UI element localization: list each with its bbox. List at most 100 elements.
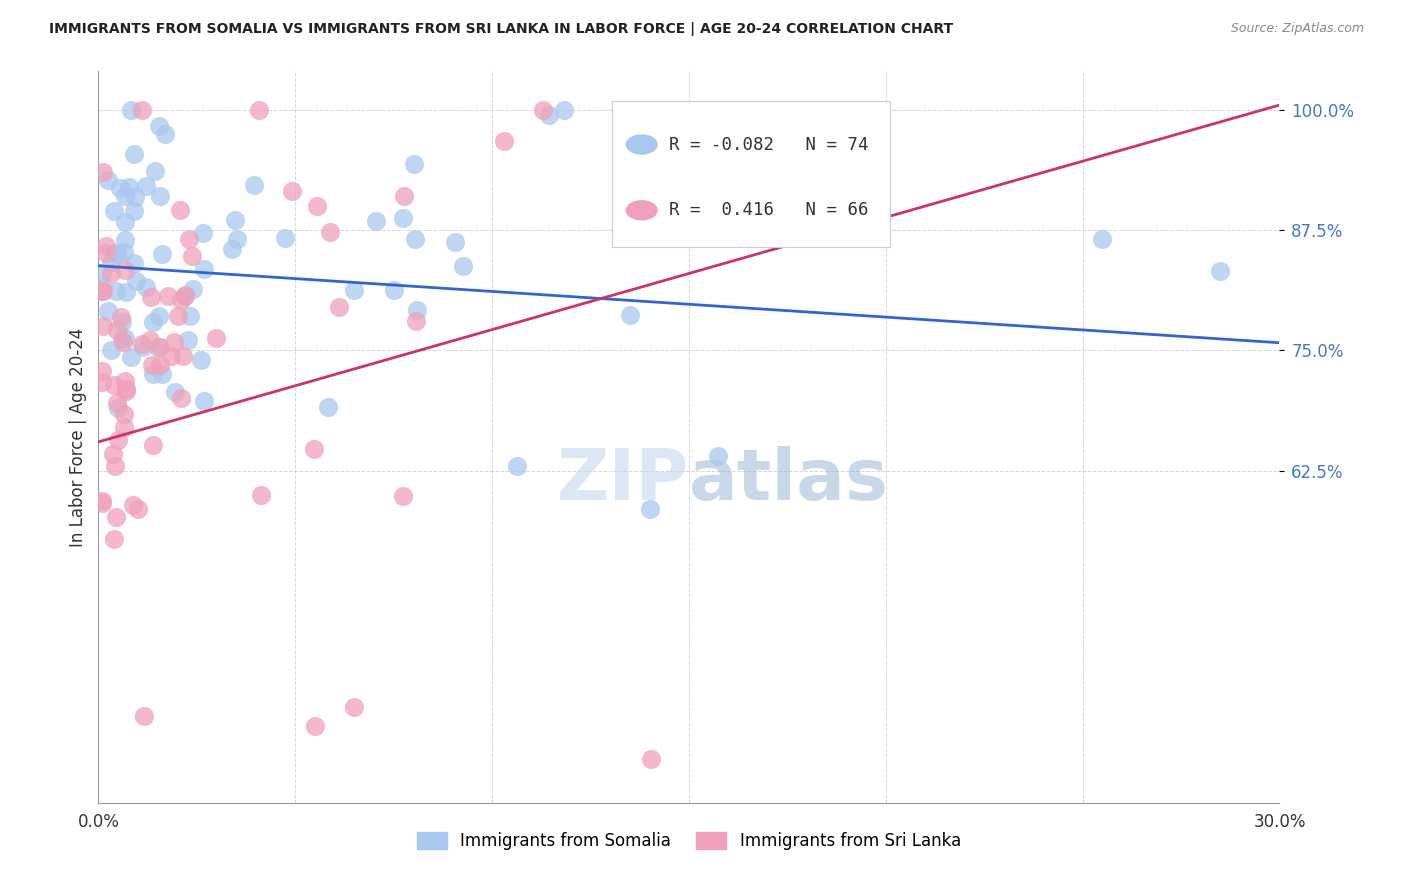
Point bbox=[122, 146, 145, 161]
Point bbox=[91, 284, 114, 298]
Point bbox=[104, 245, 127, 260]
Legend: Immigrants from Somalia, Immigrants from Sri Lanka: Immigrants from Somalia, Immigrants from… bbox=[411, 825, 967, 856]
Point bbox=[114, 189, 136, 203]
Point bbox=[120, 351, 142, 365]
Point bbox=[91, 494, 114, 508]
Point bbox=[94, 246, 117, 260]
Point bbox=[655, 152, 678, 166]
Point bbox=[316, 400, 339, 414]
Point bbox=[179, 232, 201, 246]
Point bbox=[243, 178, 266, 192]
Point bbox=[538, 108, 561, 122]
Point bbox=[392, 211, 415, 225]
Point bbox=[115, 384, 138, 398]
Point bbox=[191, 227, 214, 241]
Point bbox=[91, 266, 114, 280]
Point bbox=[343, 283, 366, 297]
Point bbox=[131, 337, 153, 351]
Point bbox=[132, 708, 155, 723]
Point bbox=[96, 304, 118, 318]
Point bbox=[139, 290, 162, 304]
Point bbox=[142, 367, 165, 381]
Point bbox=[97, 173, 120, 187]
Point bbox=[366, 214, 388, 228]
Point bbox=[114, 263, 136, 277]
Point bbox=[100, 255, 122, 269]
FancyBboxPatch shape bbox=[612, 101, 890, 247]
Point bbox=[111, 315, 134, 329]
Point bbox=[382, 284, 405, 298]
Point bbox=[103, 378, 125, 392]
Point bbox=[169, 293, 191, 308]
Point bbox=[304, 719, 326, 733]
Point bbox=[170, 391, 193, 405]
Point bbox=[148, 119, 170, 133]
Point bbox=[328, 301, 350, 315]
Point bbox=[706, 450, 728, 464]
Point bbox=[169, 203, 191, 218]
Point bbox=[114, 233, 136, 247]
Point bbox=[402, 157, 425, 171]
Point bbox=[392, 189, 415, 203]
Point bbox=[249, 103, 271, 117]
Point bbox=[114, 285, 136, 300]
Point bbox=[177, 333, 200, 347]
Point bbox=[166, 309, 188, 323]
Point bbox=[179, 310, 201, 324]
Point bbox=[115, 382, 138, 396]
Y-axis label: In Labor Force | Age 20-24: In Labor Force | Age 20-24 bbox=[69, 327, 87, 547]
Point bbox=[181, 282, 204, 296]
Point bbox=[302, 442, 325, 456]
Point bbox=[172, 350, 194, 364]
Point bbox=[343, 699, 366, 714]
Point bbox=[103, 203, 125, 218]
Point bbox=[110, 310, 132, 325]
Point bbox=[134, 179, 156, 194]
Point bbox=[165, 384, 187, 399]
Point bbox=[114, 374, 136, 388]
Point bbox=[149, 340, 172, 354]
Point bbox=[221, 242, 243, 256]
Point bbox=[173, 288, 195, 302]
Point bbox=[127, 501, 149, 516]
Point bbox=[1091, 232, 1114, 246]
Text: ZIP: ZIP bbox=[557, 447, 689, 516]
Point bbox=[100, 343, 122, 358]
Point bbox=[114, 215, 136, 229]
Point bbox=[553, 103, 575, 117]
Text: R = -0.082   N = 74: R = -0.082 N = 74 bbox=[669, 136, 869, 153]
Point bbox=[281, 184, 304, 198]
Point bbox=[619, 149, 641, 163]
Point bbox=[111, 332, 134, 346]
Circle shape bbox=[626, 135, 657, 154]
Point bbox=[226, 232, 249, 246]
Point bbox=[91, 375, 114, 389]
Point bbox=[114, 420, 136, 434]
Point bbox=[619, 308, 641, 322]
Point bbox=[104, 458, 127, 473]
Point bbox=[104, 509, 127, 524]
Point bbox=[143, 163, 166, 178]
Point bbox=[120, 103, 142, 117]
Point bbox=[173, 288, 195, 302]
Point bbox=[105, 395, 128, 409]
Point bbox=[249, 488, 271, 502]
Point bbox=[105, 323, 128, 337]
Point bbox=[163, 335, 186, 350]
Point bbox=[91, 280, 114, 294]
Point bbox=[404, 232, 426, 246]
Point bbox=[114, 331, 136, 345]
Point bbox=[640, 752, 662, 766]
Point bbox=[94, 239, 117, 253]
Point bbox=[274, 231, 297, 245]
Point bbox=[444, 235, 467, 249]
Point bbox=[451, 259, 474, 273]
Point bbox=[156, 289, 179, 303]
Point bbox=[105, 284, 128, 298]
Point bbox=[122, 204, 145, 219]
Point bbox=[122, 499, 145, 513]
Point bbox=[492, 135, 515, 149]
Point bbox=[391, 489, 413, 503]
Point bbox=[155, 128, 177, 142]
Point bbox=[307, 199, 329, 213]
